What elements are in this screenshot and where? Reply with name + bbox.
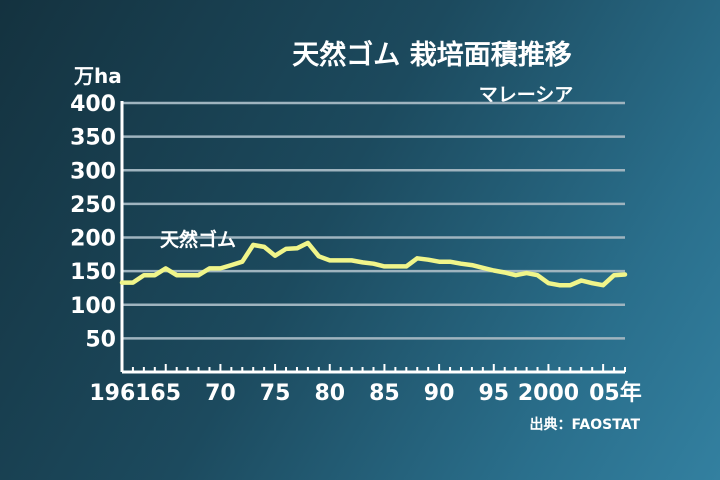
- data-point: [296, 247, 298, 250]
- data-point: [438, 260, 440, 263]
- data-point: [591, 282, 593, 285]
- data-point: [350, 259, 353, 262]
- x-tick-label: 1961: [89, 381, 150, 406]
- data-point: [503, 271, 506, 274]
- data-point: [175, 274, 178, 276]
- y-tick-labels: 50 100 150 200 250 300 350 400: [70, 92, 116, 352]
- data-point: [416, 257, 419, 260]
- data-point: [383, 265, 386, 268]
- x-tick-label: 2000: [518, 381, 579, 406]
- data-point: [328, 259, 331, 262]
- data-point: [143, 274, 145, 276]
- data-point: [460, 262, 462, 265]
- data-point: [482, 266, 484, 269]
- data-point: [285, 248, 287, 250]
- data-point: [394, 265, 397, 268]
- x-tick-label: 75: [260, 381, 291, 406]
- x-tick-label: 95: [478, 381, 509, 406]
- data-point: [602, 284, 604, 287]
- data-point: [241, 260, 244, 263]
- y-tick-label: 250: [70, 193, 116, 218]
- y-tick-label: 100: [70, 294, 116, 319]
- data-point: [154, 274, 156, 276]
- data-point: [121, 281, 123, 284]
- data-point: [514, 274, 517, 276]
- data-point: [624, 273, 626, 276]
- gridlines: [122, 101, 625, 340]
- y-tick-label: 300: [70, 159, 116, 184]
- x-tick-label: 90: [424, 381, 455, 406]
- data-point: [427, 258, 429, 261]
- data-point: [219, 267, 222, 270]
- data-point: [274, 254, 276, 257]
- y-tick-label: 150: [70, 260, 116, 285]
- data-point: [449, 260, 451, 263]
- data-point: [471, 264, 473, 266]
- axes: [120, 101, 626, 374]
- x-tick-label: 65: [150, 381, 181, 406]
- data-point: [525, 272, 528, 274]
- x-tick-label: 80: [314, 381, 345, 406]
- data-point: [372, 262, 375, 265]
- data-point: [263, 246, 265, 248]
- x-tick-label: 85: [369, 381, 400, 406]
- data-point: [558, 284, 561, 287]
- series-lines: [119, 240, 628, 288]
- data-point: [613, 274, 615, 276]
- y-tick-label: 350: [70, 126, 116, 151]
- chart-title: 天然ゴム 栽培面積推移: [292, 39, 571, 71]
- chart-subtitle: マレーシア: [479, 84, 574, 106]
- data-point: [230, 264, 233, 266]
- data-point: [405, 265, 408, 268]
- data-point: [569, 284, 572, 287]
- y-tick-label: 400: [70, 92, 116, 117]
- x-tick-label: 70: [205, 381, 236, 406]
- data-point: [547, 282, 550, 285]
- data-point: [252, 244, 255, 246]
- data-point: [132, 281, 134, 284]
- y-axis-unit: 万ha: [73, 64, 122, 88]
- y-tick-label: 50: [85, 327, 116, 352]
- data-point: [208, 267, 211, 270]
- data-point: [186, 274, 189, 276]
- data-point: [492, 269, 495, 272]
- y-tick-label: 200: [70, 227, 116, 252]
- x-tick-label: 05年: [589, 380, 642, 406]
- x-tick-labels: 1961 65 70 75 80 85 90 95 2000 05年: [89, 380, 641, 406]
- source-note: 出典：FAOSTAT: [529, 416, 640, 433]
- data-point: [580, 279, 583, 282]
- data-point: [307, 242, 309, 244]
- series-label: 天然ゴム: [160, 228, 236, 251]
- data-point: [197, 274, 200, 276]
- data-point: [361, 261, 364, 264]
- data-point: [339, 259, 342, 262]
- data-point: [536, 274, 539, 276]
- data-point: [164, 267, 167, 270]
- data-point: [318, 255, 320, 258]
